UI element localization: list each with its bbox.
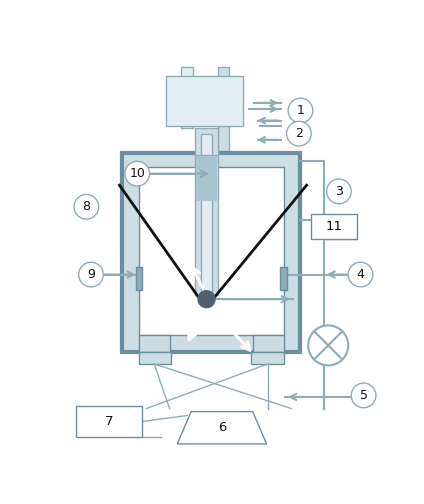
Bar [75,406,142,437]
Polygon shape [201,135,212,295]
Polygon shape [166,76,243,126]
Circle shape [79,262,103,287]
Polygon shape [139,335,170,352]
Text: 2: 2 [295,127,303,140]
Text: 10: 10 [129,167,145,180]
Polygon shape [218,67,229,151]
Polygon shape [177,412,267,444]
Polygon shape [181,67,193,128]
Polygon shape [253,335,284,352]
Polygon shape [196,155,217,202]
Circle shape [348,262,373,287]
Circle shape [308,326,348,365]
Polygon shape [280,267,287,290]
Polygon shape [251,352,284,364]
Polygon shape [195,128,218,295]
Text: 11: 11 [326,220,343,233]
Bar [311,215,357,239]
Text: 7: 7 [104,415,113,428]
Text: 1: 1 [296,104,304,117]
Polygon shape [139,352,171,364]
Text: 6: 6 [218,421,226,434]
Circle shape [287,121,311,146]
Text: 4: 4 [357,268,365,281]
Circle shape [125,161,150,186]
Circle shape [351,383,376,408]
Circle shape [74,195,99,219]
Polygon shape [122,153,301,352]
Polygon shape [136,267,142,290]
Circle shape [326,179,351,204]
Circle shape [288,98,313,123]
Text: 8: 8 [82,200,90,213]
Text: 9: 9 [87,268,95,281]
Text: 5: 5 [360,389,368,402]
Text: 3: 3 [335,185,343,198]
Polygon shape [139,167,284,335]
Circle shape [198,291,215,307]
